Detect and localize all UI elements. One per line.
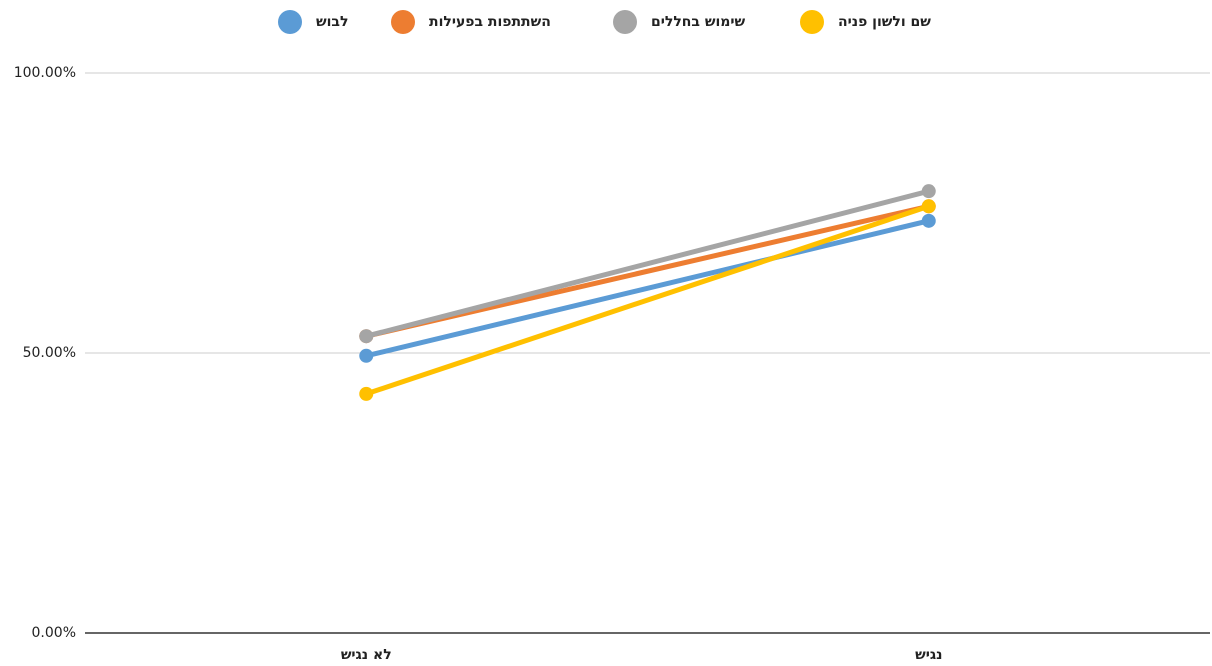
legend-label: השתתפות בפעילות bbox=[429, 14, 551, 30]
point bbox=[359, 348, 374, 363]
y-tick-label: 100.00% bbox=[14, 65, 76, 81]
legend-marker bbox=[391, 10, 415, 34]
legend-marker bbox=[278, 10, 302, 34]
point bbox=[921, 184, 936, 199]
y-tick-label: 50.00% bbox=[23, 345, 76, 361]
y-tick-label: 0.00% bbox=[32, 625, 76, 641]
x-tick-label: לא נגיש bbox=[341, 647, 392, 663]
line bbox=[365, 188, 930, 339]
line bbox=[365, 203, 930, 397]
point bbox=[359, 386, 374, 401]
legend-marker bbox=[613, 10, 637, 34]
legend-label: לבוש bbox=[316, 14, 348, 30]
line bbox=[365, 218, 930, 359]
legend-marker bbox=[800, 10, 824, 34]
point bbox=[359, 329, 374, 344]
point bbox=[921, 199, 936, 214]
point bbox=[921, 213, 936, 228]
legend-label: שם ולשון פניה bbox=[838, 14, 931, 30]
x-tick-label: נגיש bbox=[915, 647, 942, 663]
legend-label: שימוש בחללים bbox=[651, 14, 746, 30]
